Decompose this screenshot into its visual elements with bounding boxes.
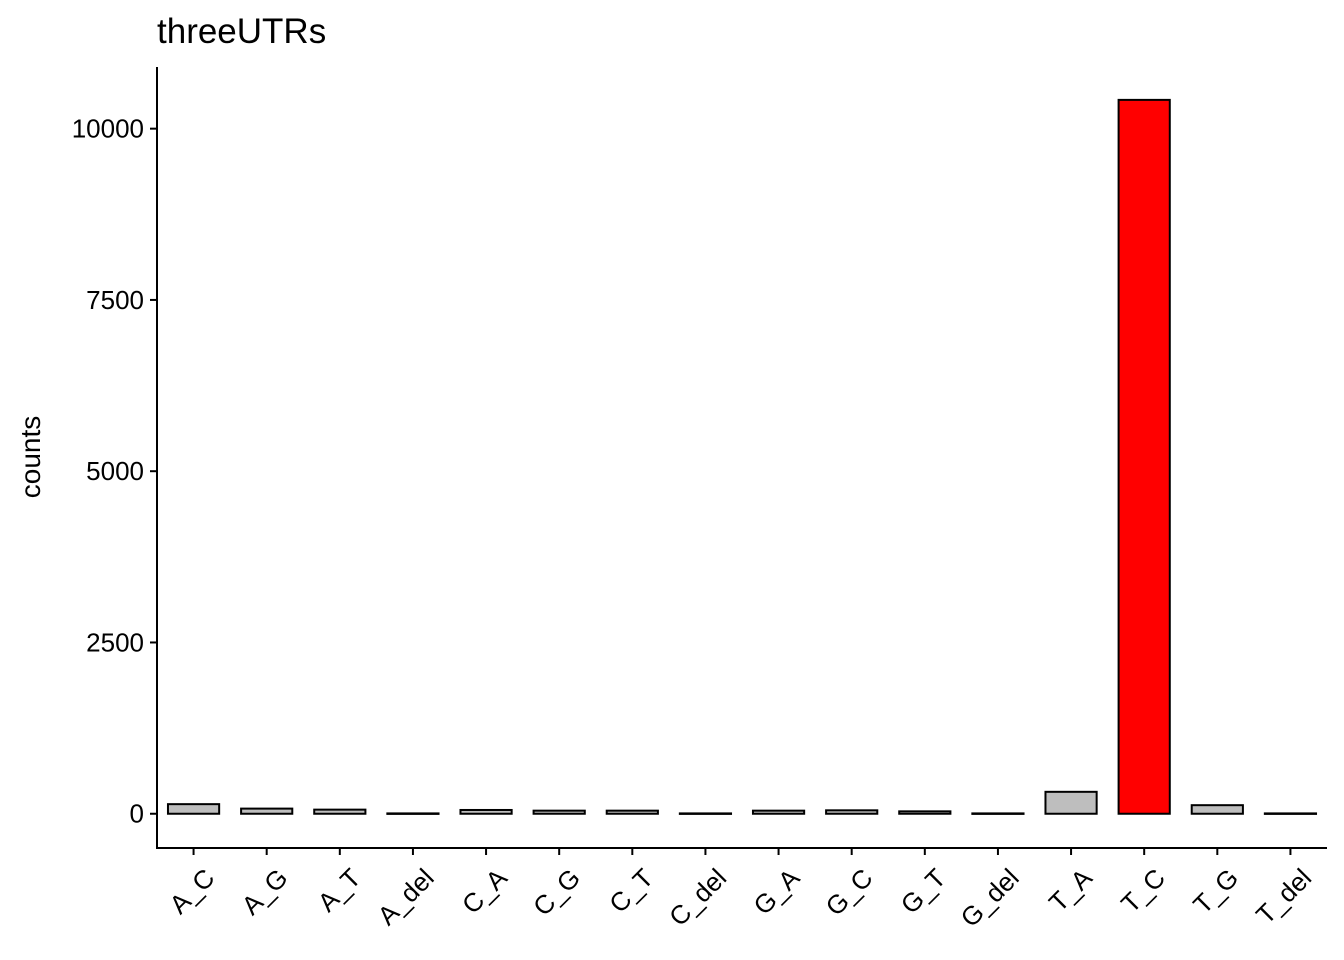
x-tick-label: A_T — [312, 863, 367, 918]
x-ticks-group: A_C A_G A_T A_del C_A C_G C_T C_del G_A G_C G_T G_d… — [163, 848, 1317, 933]
bar-C_A — [459, 808, 513, 815]
x-tick-label: C_T — [603, 863, 659, 919]
x-tick-label: C_del — [663, 863, 732, 932]
y-tick-label: 10000 — [72, 114, 144, 144]
x-tick-label: C_A — [456, 862, 513, 919]
bar-G_del — [971, 812, 1025, 815]
bar-C_del — [678, 812, 733, 815]
bars-group — [166, 98, 1318, 815]
bar-A_del — [386, 812, 440, 815]
y-tick-label: 7500 — [86, 285, 144, 315]
y-tick-label: 5000 — [86, 456, 144, 486]
y-axis-title: counts — [15, 416, 46, 499]
bar-G_T — [898, 810, 952, 815]
bar-G_A — [751, 809, 806, 815]
y-ticks-group: 0 2500 5000 7500 10000 — [72, 114, 157, 829]
bar-G_C — [825, 809, 879, 815]
bar-A_T — [313, 808, 367, 815]
bar-T_C — [1117, 98, 1171, 815]
bar-T_del — [1263, 812, 1318, 815]
x-tick-label: T_A — [1043, 862, 1098, 917]
bar-C_G — [532, 809, 586, 815]
x-tick-label: C_G — [527, 863, 586, 922]
chart-title: threeUTRs — [157, 12, 326, 51]
bar-A_C — [166, 803, 221, 815]
x-tick-label: G_C — [819, 863, 878, 922]
bar-A_G — [240, 807, 294, 815]
x-tick-label: T_del — [1250, 863, 1317, 930]
x-tick-label: T_C — [1115, 863, 1171, 919]
x-tick-label: G_del — [954, 863, 1024, 933]
x-tick-label: A_del — [372, 863, 440, 931]
bar-T_G — [1190, 804, 1244, 815]
y-tick-label: 2500 — [86, 627, 144, 657]
x-tick-label: T_G — [1187, 863, 1244, 920]
bar-C_T — [605, 809, 659, 815]
x-tick-label: A_C — [163, 863, 220, 920]
x-tick-label: G_A — [747, 862, 805, 920]
x-tick-label: G_T — [895, 863, 952, 920]
x-tick-label: A_G — [236, 863, 294, 921]
y-tick-label: 0 — [130, 799, 144, 829]
bar-T_A — [1044, 790, 1098, 815]
